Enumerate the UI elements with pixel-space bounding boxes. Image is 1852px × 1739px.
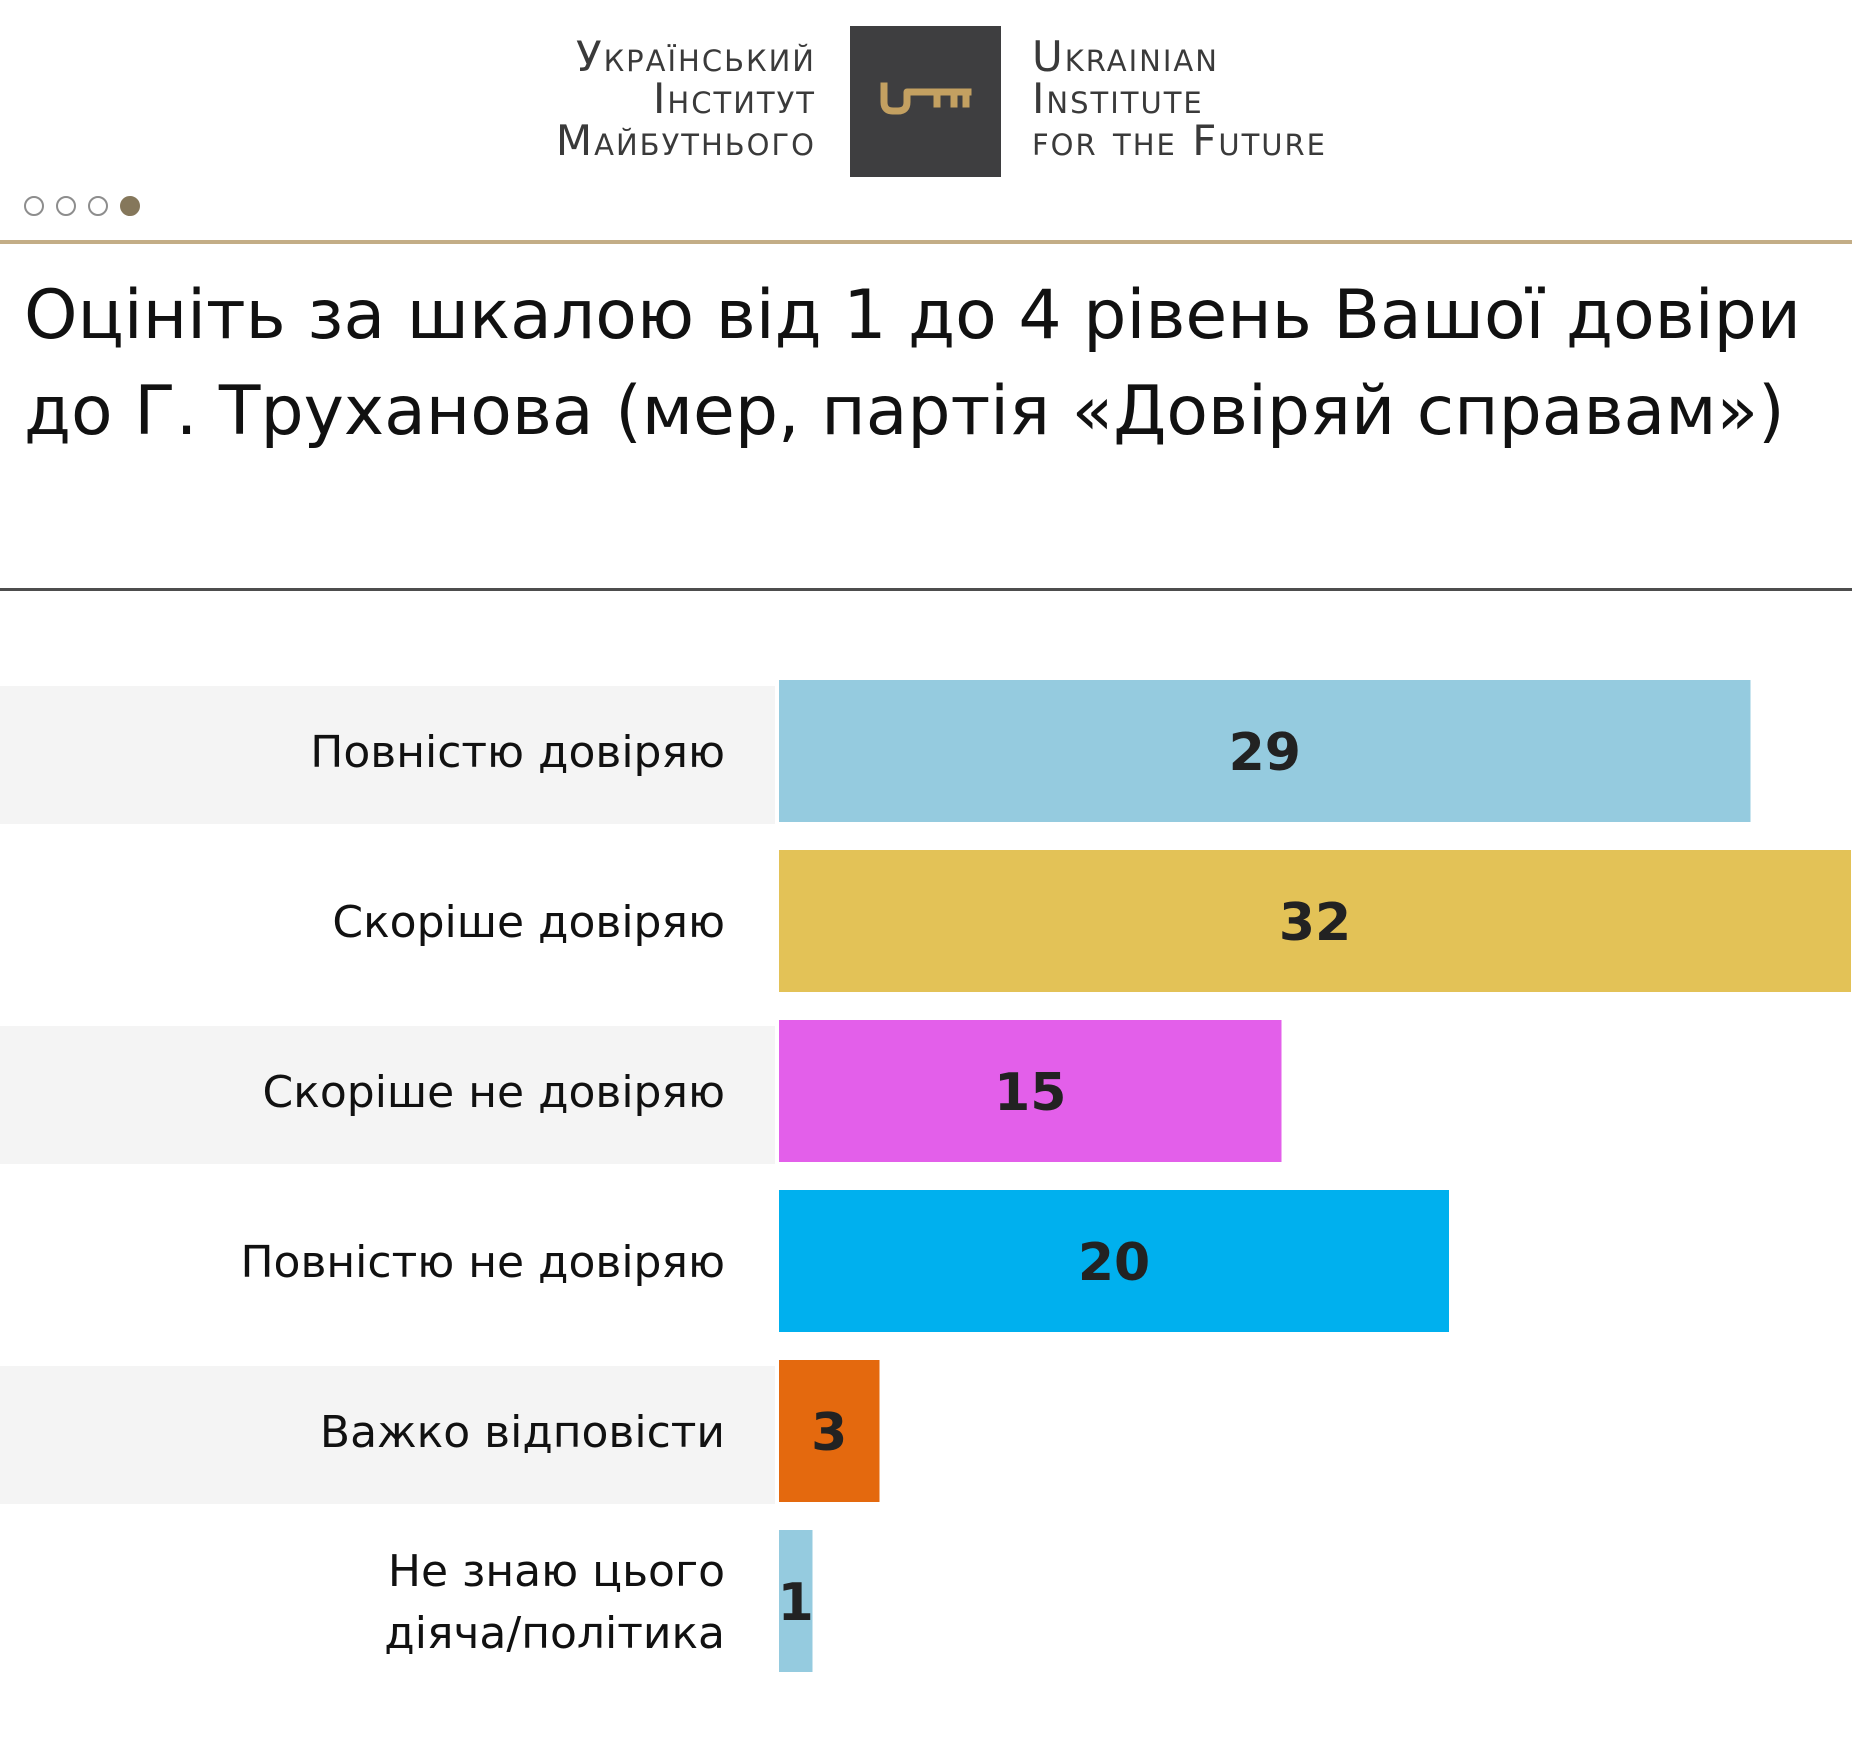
row-band — [0, 1366, 775, 1504]
logo-english-text: Ukrainian Institute for the Future — [1032, 36, 1452, 162]
value-label: 3 — [811, 1403, 847, 1463]
value-label: 32 — [1279, 893, 1351, 953]
logo-ua-line-2: Інститут — [653, 74, 816, 123]
pagination-dot-2[interactable] — [56, 196, 76, 216]
logo-ua-line-3: Майбутнього — [555, 116, 816, 165]
category-label: Скоріше не довіряю — [263, 1067, 725, 1118]
logo-ua-line-1: Український — [576, 32, 816, 81]
category-label: Важко відповісти — [320, 1407, 725, 1458]
logo-en-line-3: for the Future — [1032, 116, 1327, 165]
bar[interactable] — [779, 1360, 880, 1502]
bar[interactable] — [779, 850, 1851, 992]
logo-ukrainian-text: Український Інститут Майбутнього — [440, 36, 816, 162]
bar[interactable] — [779, 680, 1751, 822]
row-band — [0, 686, 775, 824]
logo-en-line-1: Ukrainian — [1032, 32, 1219, 81]
value-label: 29 — [1229, 723, 1301, 783]
logo-en-line-2: Institute — [1032, 74, 1204, 123]
bar[interactable] — [779, 1020, 1282, 1162]
key-icon — [880, 82, 972, 115]
value-label: 20 — [1078, 1233, 1150, 1293]
category-label: Не знаю цього діяча/політика — [384, 1546, 725, 1659]
title-divider — [0, 588, 1852, 591]
pagination-dot-3[interactable] — [88, 196, 108, 216]
header-divider — [0, 240, 1852, 244]
category-label: Скоріше довіряю — [332, 897, 725, 948]
pagination-dot-1[interactable] — [24, 196, 44, 216]
row-band — [0, 1026, 775, 1164]
bar-chart: Повністю довіряю 29 Скоріше довіряю 32 Скорі… — [0, 680, 1851, 1672]
chart-title: Оцініть за шкалою від 1 до 4 рівень Вашо… — [24, 276, 1801, 451]
bar[interactable] — [779, 1530, 813, 1672]
category-label: Повністю не довіряю — [240, 1237, 725, 1288]
value-label: 1 — [778, 1573, 814, 1633]
logo-mark — [850, 26, 1001, 177]
category-label: Повністю довіряю — [310, 727, 725, 778]
bar[interactable] — [779, 1190, 1449, 1332]
value-label: 15 — [994, 1063, 1066, 1123]
pagination-dot-4[interactable] — [120, 196, 140, 216]
